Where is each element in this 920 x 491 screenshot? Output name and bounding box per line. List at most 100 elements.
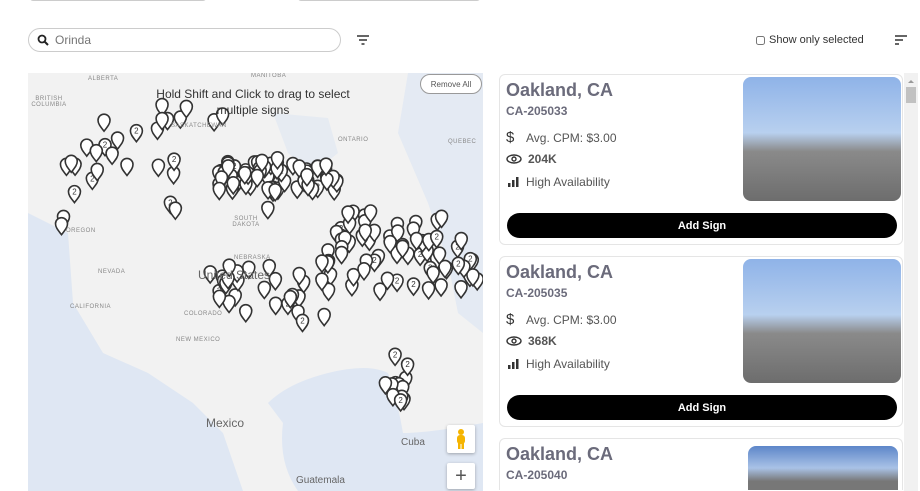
filter-icon[interactable] xyxy=(356,34,370,46)
sign-marker[interactable] xyxy=(434,209,449,229)
sign-marker[interactable] xyxy=(409,231,424,251)
map-label-colorado: COLORADO xyxy=(184,311,223,317)
sign-marker[interactable] xyxy=(454,280,468,300)
sign-marker[interactable] xyxy=(358,223,373,243)
cluster-count: 2 xyxy=(455,242,460,251)
sign-marker[interactable]: 2 xyxy=(295,313,310,333)
sign-marker[interactable] xyxy=(97,113,111,133)
sign-marker[interactable] xyxy=(300,167,314,188)
street-view-pegman[interactable] xyxy=(447,425,475,453)
sign-marker[interactable] xyxy=(380,271,395,291)
sign-marker[interactable] xyxy=(434,278,448,298)
sort-icon[interactable] xyxy=(894,34,908,46)
sign-marker[interactable] xyxy=(395,239,410,259)
sign-marker[interactable] xyxy=(357,262,371,282)
cluster-count: 2 xyxy=(134,127,139,136)
sign-marker[interactable] xyxy=(432,246,447,266)
sign-marker[interactable] xyxy=(105,146,119,166)
sign-marker[interactable] xyxy=(438,259,452,279)
search-input[interactable] xyxy=(55,33,315,47)
sign-card[interactable]: Oakland, CA CA-205040 xyxy=(499,438,903,490)
sign-photo[interactable] xyxy=(743,77,901,201)
sign-marker[interactable] xyxy=(261,200,275,220)
sign-marker[interactable] xyxy=(255,153,269,173)
map-label-south-dakota: SOUTH DAKOTA xyxy=(232,216,260,228)
sign-marker[interactable] xyxy=(64,154,79,174)
top-tab-2[interactable] xyxy=(298,0,480,1)
sign-marker[interactable]: 2 xyxy=(451,256,466,276)
list-scrollbar[interactable] xyxy=(904,73,918,491)
sign-card[interactable]: Oakland, CA CA-205035 $ Avg. CPM: $3.00 3… xyxy=(499,256,903,427)
sign-marker[interactable] xyxy=(54,216,69,237)
top-tab-1[interactable] xyxy=(30,0,206,1)
sign-marker[interactable]: 2 xyxy=(67,184,82,204)
sign-marker[interactable] xyxy=(268,271,283,292)
card-impressions-text: 368K xyxy=(528,334,557,348)
sign-marker[interactable] xyxy=(173,110,188,130)
sign-marker[interactable] xyxy=(89,143,104,163)
sign-marker[interactable] xyxy=(268,296,283,316)
sign-marker[interactable] xyxy=(341,205,355,225)
sign-marker[interactable] xyxy=(317,307,331,327)
sign-marker[interactable] xyxy=(321,282,336,302)
sign-marker[interactable] xyxy=(283,289,298,310)
sign-marker[interactable] xyxy=(466,268,480,288)
sign-marker[interactable]: 2 xyxy=(429,229,444,249)
sign-marker[interactable]: 2 xyxy=(388,347,402,367)
sign-marker[interactable] xyxy=(250,168,265,188)
sign-marker[interactable] xyxy=(151,158,166,178)
sign-marker[interactable] xyxy=(203,265,217,285)
sign-marker[interactable] xyxy=(292,266,307,286)
sign-marker[interactable] xyxy=(319,157,333,177)
sign-marker[interactable] xyxy=(222,258,237,278)
sign-marker[interactable] xyxy=(226,176,241,196)
sign-marker[interactable] xyxy=(373,282,387,302)
sign-marker[interactable]: 2 xyxy=(129,123,144,144)
sign-marker[interactable] xyxy=(110,131,125,151)
sign-marker[interactable] xyxy=(426,265,440,285)
scrollbar-thumb[interactable] xyxy=(906,87,916,103)
sign-marker[interactable] xyxy=(120,157,134,177)
sign-marker[interactable] xyxy=(215,107,230,127)
sign-marker[interactable] xyxy=(262,258,277,279)
sign-marker[interactable] xyxy=(155,97,169,117)
sign-marker[interactable] xyxy=(212,289,227,309)
sign-photo[interactable] xyxy=(748,446,898,490)
sign-marker[interactable] xyxy=(315,254,329,274)
sign-marker[interactable] xyxy=(237,165,252,186)
remove-all-button[interactable]: Remove All xyxy=(420,74,482,94)
dollar-icon: $ xyxy=(506,311,515,328)
sign-marker[interactable] xyxy=(363,204,378,224)
sign-marker[interactable] xyxy=(270,150,285,171)
sign-marker[interactable] xyxy=(222,294,236,314)
sign-marker[interactable] xyxy=(168,201,183,221)
sign-marker[interactable] xyxy=(241,260,256,280)
sign-marker[interactable] xyxy=(346,267,361,288)
card-city: Oakland, CA xyxy=(506,444,614,464)
show-only-selected[interactable]: Show only selected xyxy=(756,34,864,46)
sign-marker[interactable]: 2 xyxy=(167,152,181,172)
sign-marker[interactable] xyxy=(90,162,105,182)
sign-photo[interactable] xyxy=(743,259,901,383)
sign-marker[interactable] xyxy=(238,303,253,324)
sign-marker[interactable] xyxy=(334,245,349,265)
sign-marker[interactable]: 2 xyxy=(393,393,408,413)
sign-marker[interactable]: 2 xyxy=(400,357,415,377)
sign-marker[interactable] xyxy=(268,183,282,203)
zoom-in-button[interactable]: + xyxy=(447,463,475,489)
sign-card[interactable]: Oakland, CA CA-205033 $ Avg. CPM: $3.00 2… xyxy=(499,74,903,245)
sign-marker[interactable] xyxy=(257,280,272,300)
sign-marker[interactable] xyxy=(378,376,393,396)
sign-marker[interactable]: 2 xyxy=(406,277,421,297)
show-only-selected-checkbox[interactable] xyxy=(756,35,765,45)
sign-marker[interactable] xyxy=(155,111,169,131)
map[interactable]: 222222222222222222222222222222 ALBERTA M… xyxy=(28,73,483,491)
add-sign-button[interactable]: Add Sign xyxy=(507,395,897,420)
sign-marker[interactable] xyxy=(383,234,397,255)
add-sign-button[interactable]: Add Sign xyxy=(507,213,897,238)
search-box[interactable] xyxy=(28,28,341,52)
sign-marker[interactable] xyxy=(421,281,436,301)
sign-marker[interactable] xyxy=(454,231,469,251)
sign-marker[interactable] xyxy=(212,181,227,201)
sign-marker[interactable] xyxy=(179,99,194,119)
